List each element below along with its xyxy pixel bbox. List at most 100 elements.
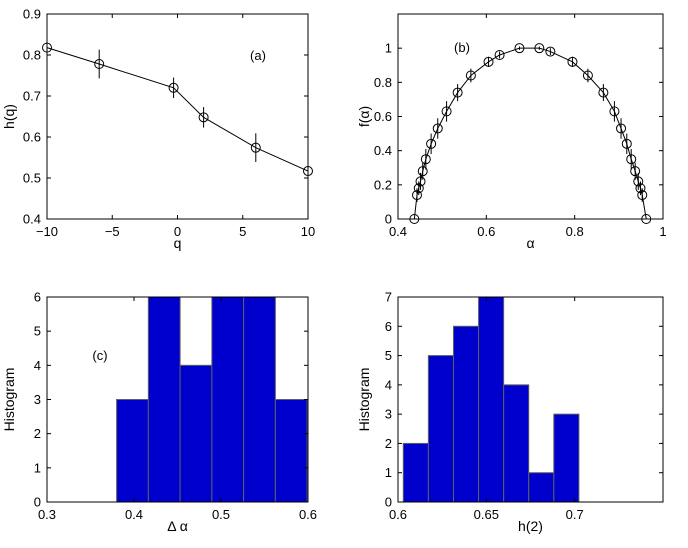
data-point [567, 56, 578, 67]
y-tick-label: 0.5 [23, 171, 41, 186]
data-point [198, 112, 209, 123]
panel-d: 0.6 0.65 0.7 0 1 2 3 4 5 6 7 h(2) Histogram [356, 290, 664, 534]
x-axis-label: h(2) [518, 518, 543, 534]
histogram-bar [553, 413, 580, 503]
panel-a: −10 −5 0 5 10 0.4 0.5 0.6 0.7 0.8 0.9 q h(q) (a) [1, 7, 315, 252]
x-tick-label: 0.4 [125, 507, 143, 522]
panel-annotation: (a) [250, 48, 266, 63]
histogram-bar [179, 364, 213, 503]
histogram-bar [211, 296, 245, 503]
y-tick-label: 0.4 [23, 212, 41, 227]
y-tick-label: 0.6 [23, 130, 41, 145]
y-tick-label: 0.8 [23, 48, 41, 63]
histogram-bar [427, 355, 454, 503]
x-tick-label: 10 [301, 224, 315, 239]
data-point [545, 46, 556, 57]
x-tick-label: 0.6 [389, 507, 407, 522]
histogram-bar [243, 296, 276, 503]
y-tick-label: 0.4 [374, 143, 392, 158]
x-axis-label: Δ α [167, 518, 188, 534]
x-tick-label: 0.3 [38, 507, 56, 522]
y-tick-label: 5 [34, 324, 41, 339]
y-tick-label: 2 [34, 426, 41, 441]
y-axis-label: h(q) [1, 104, 17, 129]
data-point [411, 190, 422, 201]
axes-frame [397, 13, 664, 220]
x-tick-label: 1 [659, 224, 666, 239]
y-tick-label: 5 [385, 348, 392, 363]
histogram-bar [503, 384, 530, 503]
y-tick-label: 3 [385, 407, 392, 422]
y-axis-label: Histogram [356, 368, 372, 432]
x-axis-label: α [526, 235, 534, 251]
data-point [415, 176, 426, 187]
y-tick-label: 7 [385, 290, 392, 305]
y-tick-label: 0 [34, 495, 41, 510]
histogram-bar [274, 399, 308, 503]
x-axis-label: q [174, 235, 182, 251]
histogram-bar [478, 296, 505, 503]
x-tick-label: 0.65 [474, 507, 499, 522]
panel-annotation: (b) [454, 40, 470, 55]
data-point [621, 138, 632, 149]
data-point [441, 106, 452, 117]
x-tick-label: 0.7 [566, 507, 584, 522]
data-point [633, 176, 644, 187]
x-tick-label: −5 [105, 224, 120, 239]
y-tick-label: 0.9 [23, 7, 41, 22]
data-point [635, 183, 646, 194]
series-line [46, 47, 309, 172]
histogram-bar [116, 399, 149, 503]
y-tick-label: 4 [385, 377, 392, 392]
y-tick-label: 2 [385, 436, 392, 451]
panel-b: 0.4 0.6 0.8 1 0 0.2 0.4 0.6 0.8 1 α f(α) (b) [356, 13, 667, 251]
series-line [413, 47, 647, 220]
x-tick-label: 0.4 [389, 224, 407, 239]
x-tick-label: 0.6 [477, 224, 495, 239]
data-point [250, 142, 261, 153]
x-tick-label: 0.8 [566, 224, 584, 239]
data-point [420, 154, 431, 165]
x-tick-label: −10 [36, 224, 58, 239]
data-point [168, 82, 179, 93]
data-point [465, 70, 476, 81]
y-tick-label: 0.2 [374, 177, 392, 192]
data-point [452, 87, 463, 98]
data-point [514, 43, 525, 54]
histogram-bar [402, 442, 429, 503]
data-point [616, 123, 627, 134]
data-point [94, 59, 105, 70]
data-point [426, 138, 437, 149]
x-tick-label: 0.5 [212, 507, 230, 522]
histogram-bar [452, 325, 480, 503]
data-point [637, 190, 648, 201]
y-tick-label: 0.6 [374, 109, 392, 124]
y-tick-label: 1 [385, 41, 392, 56]
data-point [609, 106, 620, 117]
axes-frame [397, 296, 664, 503]
data-point [483, 56, 494, 67]
data-point [432, 123, 443, 134]
panel-c: 0.3 0.4 0.5 0.6 0 1 2 3 4 5 6 Δ α Histogram (c) [1, 290, 317, 535]
axes-frame [46, 13, 309, 220]
y-tick-label: 1 [34, 460, 41, 475]
data-point [413, 183, 424, 194]
y-tick-label: 0.8 [374, 75, 392, 90]
data-point [417, 166, 428, 177]
x-tick-label: 0.6 [299, 507, 317, 522]
histogram-bar [147, 296, 181, 503]
x-tick-label: 5 [239, 224, 246, 239]
x-tick-label: 0 [174, 224, 181, 239]
data-point [534, 43, 545, 54]
data-point [494, 50, 505, 60]
y-tick-label: 6 [385, 319, 392, 334]
data-point [626, 154, 637, 165]
y-tick-label: 1 [385, 465, 392, 480]
y-tick-label: 6 [34, 290, 41, 305]
data-point [630, 166, 641, 177]
y-tick-label: 3 [34, 392, 41, 407]
panel-annotation: (c) [92, 348, 107, 363]
data-point [582, 70, 593, 81]
